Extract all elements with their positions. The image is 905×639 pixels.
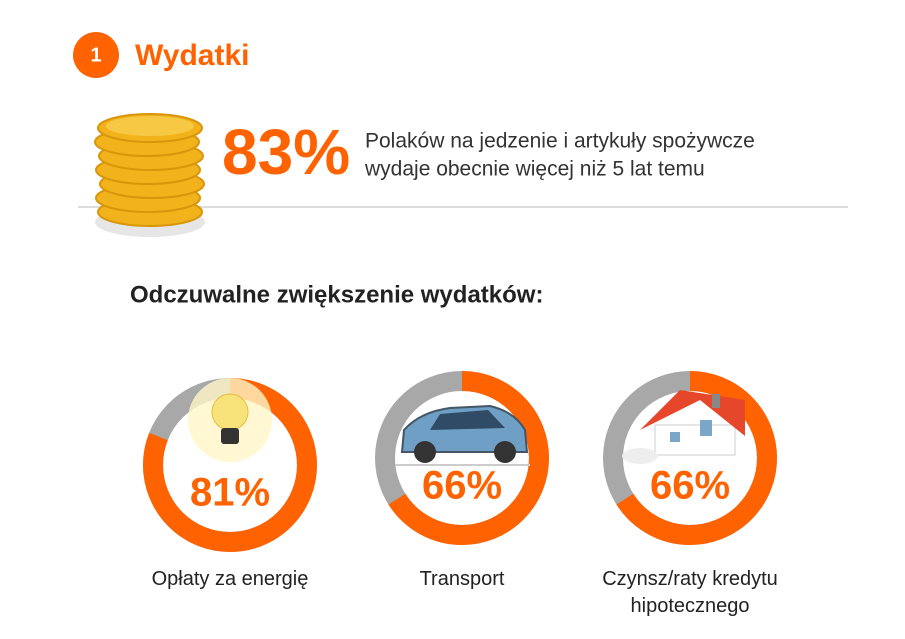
bulb-icon — [188, 378, 272, 462]
highlight-value: 83% — [222, 116, 350, 188]
donut-arc — [603, 371, 777, 545]
house-icon — [622, 390, 745, 464]
donut-value-label: 66% — [650, 464, 730, 508]
subtitle: Odczuwalne zwiększenie wydatków: — [130, 281, 543, 308]
donut-category-label: Opłaty za energię — [151, 568, 309, 590]
donut-arc — [375, 371, 549, 545]
highlight-text: Polaków na jedzenie i artykuły spożywcze — [365, 130, 755, 153]
car-icon — [395, 404, 530, 466]
donut-category-label: Transport — [419, 568, 505, 590]
section-number: 1 — [90, 44, 101, 66]
donut-value-label: 66% — [422, 464, 502, 508]
donut-category-label: Czynsz/raty kredytu hipotecznego — [602, 568, 778, 617]
section-badge — [73, 32, 119, 78]
coins-icon — [94, 113, 205, 237]
section-title: Wydatki — [135, 39, 249, 72]
highlight-text: wydaje obecnie więcej niż 5 lat temu — [364, 158, 705, 181]
donut-value-label: 81% — [190, 471, 270, 515]
